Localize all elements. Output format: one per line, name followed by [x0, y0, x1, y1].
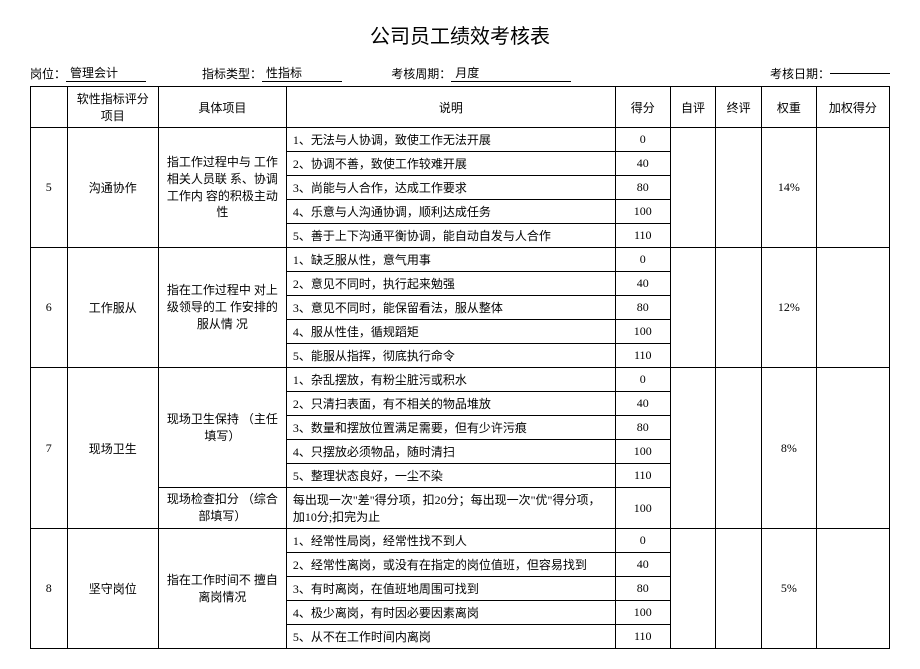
col-project: 具体项目 — [158, 87, 286, 128]
row-num: 5 — [31, 128, 68, 248]
row-desc: 1、杂乱摆放，有粉尘脏污或积水 — [286, 368, 615, 392]
row-score: 110 — [615, 344, 670, 368]
row-score: 40 — [615, 272, 670, 296]
row-desc: 2、意见不同时，执行起来勉强 — [286, 272, 615, 296]
row-score: 40 — [615, 553, 670, 577]
row-desc-extra: 每出现一次"差"得分项，扣20分；每出现一次"优"得分项， 加10分;扣完为止 — [286, 488, 615, 529]
row-project-extra: 现场检查扣分 （综合部填写） — [158, 488, 286, 529]
indicator-type-label: 指标类型： — [202, 65, 262, 82]
row-score-extra: 100 — [615, 488, 670, 529]
row-project: 指在工作时间不 擅自离岗情况 — [158, 529, 286, 649]
position-value: 管理会计 — [66, 64, 146, 82]
col-self: 自评 — [670, 87, 716, 128]
row-weight: 5% — [762, 529, 817, 649]
col-desc: 说明 — [286, 87, 615, 128]
row-weight: 8% — [762, 368, 817, 529]
table-row: 7现场卫生现场卫生保持 （主任填写）1、杂乱摆放，有粉尘脏污或积水08% — [31, 368, 890, 392]
row-desc: 1、经常性局岗，经常性找不到人 — [286, 529, 615, 553]
cycle-value: 月度 — [451, 64, 571, 82]
row-desc: 5、从不在工作时间内离岗 — [286, 625, 615, 649]
row-desc: 3、数量和摆放位置满足需要，但有少许污痕 — [286, 416, 615, 440]
row-desc: 2、协调不善，致使工作较难开展 — [286, 152, 615, 176]
row-score: 80 — [615, 577, 670, 601]
col-weight: 权重 — [762, 87, 817, 128]
row-weight: 14% — [762, 128, 817, 248]
cycle-label: 考核周期： — [391, 65, 451, 82]
table-row: 6工作服从指在工作过程中 对上级领导的工 作安排的服从情 况1、缺乏服从性，意气… — [31, 248, 890, 272]
row-score: 0 — [615, 529, 670, 553]
row-score: 110 — [615, 625, 670, 649]
row-score: 80 — [615, 176, 670, 200]
row-project: 现场卫生保持 （主任填写） — [158, 368, 286, 488]
row-desc: 5、整理状态良好，一尘不染 — [286, 464, 615, 488]
row-desc: 3、有时离岗，在值班地周围可找到 — [286, 577, 615, 601]
row-item: 现场卫生 — [67, 368, 158, 529]
row-final — [716, 248, 762, 368]
row-self — [670, 248, 716, 368]
row-weighted — [816, 368, 889, 529]
row-score: 80 — [615, 416, 670, 440]
row-weighted — [816, 529, 889, 649]
row-desc: 4、服从性佳，循规蹈矩 — [286, 320, 615, 344]
row-weight: 12% — [762, 248, 817, 368]
row-score: 40 — [615, 392, 670, 416]
row-score: 40 — [615, 152, 670, 176]
row-desc: 1、无法与人协调，致使工作无法开展 — [286, 128, 615, 152]
table-row: 5沟通协作指工作过程中与 工作相关人员联 系、协调工作内 容的积极主动性1、无法… — [31, 128, 890, 152]
row-score: 80 — [615, 296, 670, 320]
row-self — [670, 529, 716, 649]
row-final — [716, 368, 762, 529]
row-score: 100 — [615, 320, 670, 344]
row-score: 110 — [615, 224, 670, 248]
col-final: 终评 — [716, 87, 762, 128]
row-desc: 4、只摆放必须物品，随时清扫 — [286, 440, 615, 464]
row-item: 工作服从 — [67, 248, 158, 368]
col-score: 得分 — [615, 87, 670, 128]
row-score: 0 — [615, 368, 670, 392]
row-desc: 5、善于上下沟通平衡协调，能自动自发与人合作 — [286, 224, 615, 248]
col-item: 软性指标评分项目 — [67, 87, 158, 128]
row-desc: 3、意见不同时，能保留看法，服从整体 — [286, 296, 615, 320]
row-desc: 2、经常性离岗，或没有在指定的岗位值班，但容易找到 — [286, 553, 615, 577]
date-value — [830, 73, 890, 74]
col-num — [31, 87, 68, 128]
table-row: 8坚守岗位指在工作时间不 擅自离岗情况1、经常性局岗，经常性找不到人05% — [31, 529, 890, 553]
row-score: 100 — [615, 601, 670, 625]
row-project: 指在工作过程中 对上级领导的工 作安排的服从情 况 — [158, 248, 286, 368]
row-score: 0 — [615, 248, 670, 272]
row-desc: 3、尚能与人合作，达成工作要求 — [286, 176, 615, 200]
row-desc: 2、只清扫表面，有不相关的物品堆放 — [286, 392, 615, 416]
row-weighted — [816, 128, 889, 248]
row-num: 6 — [31, 248, 68, 368]
row-score: 100 — [615, 200, 670, 224]
row-num: 8 — [31, 529, 68, 649]
assessment-table: 软性指标评分项目具体项目说明得分自评终评权重加权得分5沟通协作指工作过程中与 工… — [30, 86, 890, 649]
col-weighted: 加权得分 — [816, 87, 889, 128]
row-item: 沟通协作 — [67, 128, 158, 248]
row-weighted — [816, 248, 889, 368]
row-desc: 4、乐意与人沟通协调，顺利达成任务 — [286, 200, 615, 224]
page-title: 公司员工绩效考核表 — [30, 20, 890, 49]
header-row: 岗位： 管理会计 指标类型： 性指标 考核周期： 月度 考核日期： — [30, 64, 890, 82]
row-num: 7 — [31, 368, 68, 529]
row-score: 100 — [615, 440, 670, 464]
indicator-type-value: 性指标 — [262, 64, 342, 82]
row-self — [670, 368, 716, 529]
row-final — [716, 529, 762, 649]
row-desc: 1、缺乏服从性，意气用事 — [286, 248, 615, 272]
row-desc: 5、能服从指挥，彻底执行命令 — [286, 344, 615, 368]
row-self — [670, 128, 716, 248]
date-label: 考核日期： — [770, 65, 830, 82]
row-score: 110 — [615, 464, 670, 488]
position-label: 岗位： — [30, 65, 66, 82]
table-header-row: 软性指标评分项目具体项目说明得分自评终评权重加权得分 — [31, 87, 890, 128]
row-score: 0 — [615, 128, 670, 152]
row-item: 坚守岗位 — [67, 529, 158, 649]
row-desc: 4、极少离岗，有时因必要因素离岗 — [286, 601, 615, 625]
row-final — [716, 128, 762, 248]
row-project: 指工作过程中与 工作相关人员联 系、协调工作内 容的积极主动性 — [158, 128, 286, 248]
